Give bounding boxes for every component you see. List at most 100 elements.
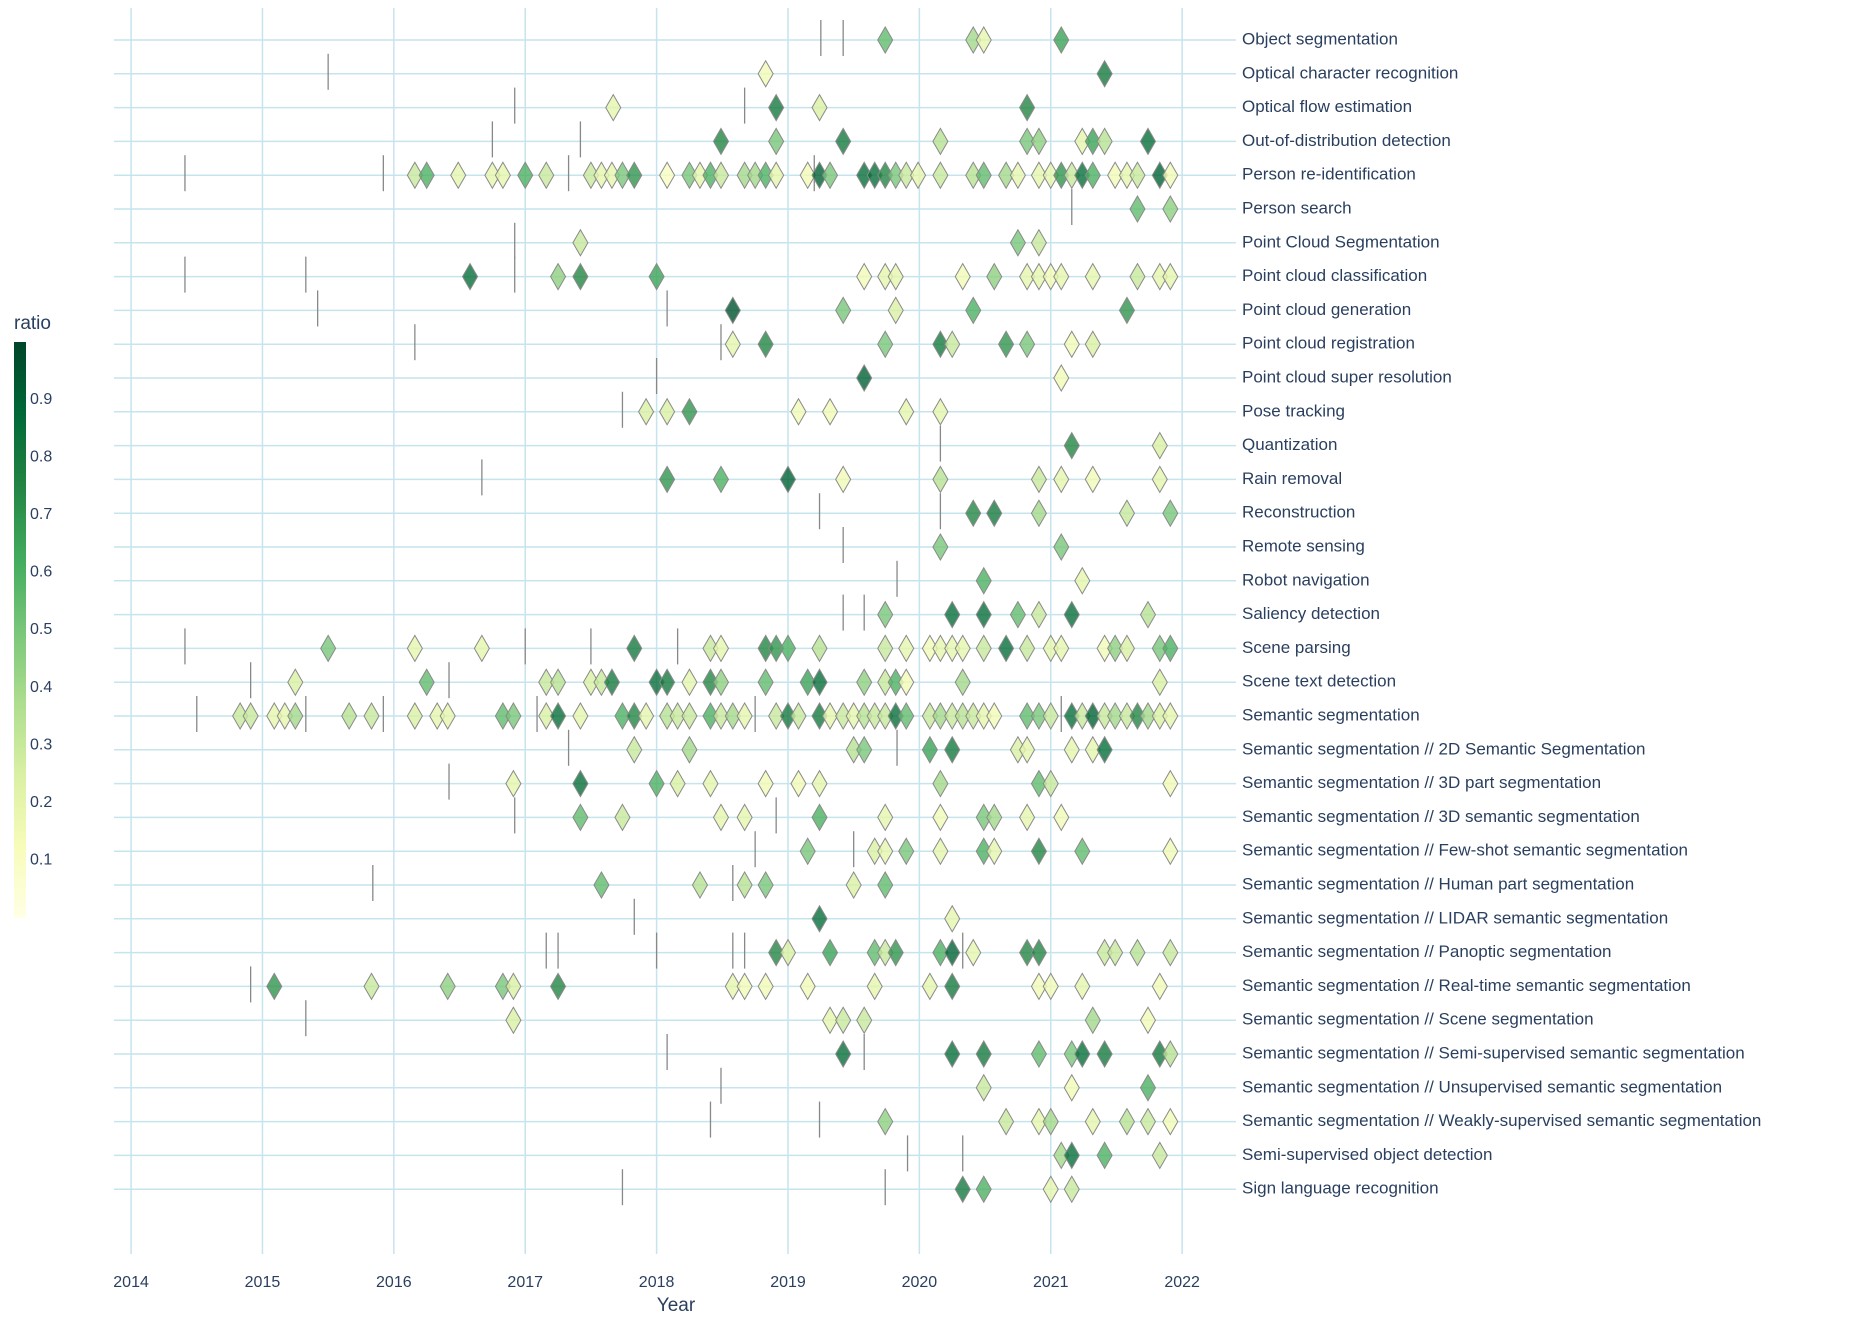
diamond-marker <box>998 330 1015 359</box>
diamond-marker <box>1009 228 1026 257</box>
diamond-marker <box>659 465 676 494</box>
colorbar-tick-label: 0.1 <box>30 852 52 869</box>
row-label: Scene text detection <box>1242 672 1396 691</box>
diamond-marker <box>659 161 676 190</box>
diamond-marker <box>1053 532 1070 562</box>
diamond-marker <box>648 769 665 798</box>
diamond-marker <box>811 769 828 798</box>
diamond-marker <box>659 668 676 697</box>
diamond-marker <box>1030 499 1048 528</box>
diamond-marker <box>1129 262 1146 291</box>
diamond-marker <box>626 701 643 731</box>
row-label: Semantic segmentation // LIDAR semantic … <box>1242 908 1668 927</box>
x-tick-label: 2022 <box>1164 1274 1200 1291</box>
diamond-marker <box>724 330 741 359</box>
row-label: Object segmentation <box>1242 29 1398 48</box>
diamond-marker <box>898 837 915 866</box>
marks <box>184 20 1179 1206</box>
diamond-marker <box>659 397 676 426</box>
diamond-marker <box>1129 938 1146 967</box>
diamond-marker <box>736 803 753 832</box>
colorbar-tick-label: 0.5 <box>30 621 52 638</box>
diamond-marker <box>821 161 839 190</box>
diamond-marker <box>845 870 862 900</box>
diamond-marker <box>975 1175 992 1204</box>
diamond-marker <box>975 634 992 663</box>
diamond-marker <box>932 532 949 562</box>
diamond-marker <box>1030 769 1048 798</box>
diamond-marker <box>1139 600 1157 629</box>
diamond-marker <box>505 769 522 798</box>
diamond-marker <box>790 397 807 426</box>
diamond-marker <box>418 161 435 190</box>
diamond-marker <box>724 296 741 325</box>
diamond-marker <box>821 1006 839 1035</box>
row-label: Semantic segmentation // 2D Semantic Seg… <box>1242 739 1646 758</box>
diamond-marker <box>975 1073 992 1102</box>
row-label: Saliency detection <box>1242 604 1380 623</box>
diamond-marker <box>1053 262 1070 291</box>
diamond-marker <box>287 668 304 697</box>
diamond-marker <box>712 127 730 156</box>
diamond-marker <box>614 803 631 832</box>
diamond-marker <box>986 803 1003 832</box>
diamond-marker <box>1162 634 1179 663</box>
diamond-marker <box>799 972 816 1001</box>
diamond-marker <box>811 803 828 832</box>
diamond-marker <box>1151 465 1168 494</box>
diamond-marker <box>549 701 567 731</box>
diamond-marker <box>1019 262 1036 291</box>
row-label: Optical flow estimation <box>1242 97 1412 116</box>
diamond-marker <box>572 262 589 291</box>
x-tick-label: 2017 <box>507 1274 543 1291</box>
diamond-marker <box>1107 938 1124 967</box>
diamond-marker <box>1118 499 1136 528</box>
diamond-marker <box>835 1006 852 1035</box>
colorbar-tick-label: 0.4 <box>30 679 52 696</box>
diamond-marker <box>1162 161 1179 190</box>
diamond-marker <box>1129 194 1146 224</box>
colorbar-tick-label: 0.8 <box>30 448 52 465</box>
diamond-marker <box>757 330 774 359</box>
diamond-marker <box>626 634 643 663</box>
diamond-marker <box>1019 701 1036 731</box>
diamond-marker <box>790 769 807 798</box>
diamond-marker <box>681 668 698 697</box>
diamond-marker <box>1053 363 1070 393</box>
diamond-marker <box>856 668 873 697</box>
diamond-marker <box>517 161 534 190</box>
diamond-marker <box>605 93 622 122</box>
diamond-marker <box>932 803 949 832</box>
diamond-marker <box>1030 972 1048 1001</box>
diamond-marker <box>1096 127 1113 156</box>
diamond-marker <box>320 634 337 663</box>
diamond-marker <box>932 127 949 156</box>
diamond-marker <box>898 634 915 663</box>
row-label: Remote sensing <box>1242 536 1365 555</box>
diamond-marker <box>1009 161 1026 190</box>
row-label: Semantic segmentation // Weakly-supervis… <box>1242 1111 1761 1130</box>
diamond-marker <box>835 296 852 325</box>
diamond-marker <box>932 634 949 663</box>
diamond-marker <box>932 397 949 426</box>
row-label: Semantic segmentation // 3D semantic seg… <box>1242 807 1640 826</box>
diamond-marker <box>835 1039 852 1069</box>
diamond-marker <box>757 59 774 88</box>
colorbar-title: ratio <box>14 313 51 334</box>
diamond-marker <box>986 499 1003 528</box>
diamond-marker <box>932 330 949 359</box>
x-tick-label: 2019 <box>770 1274 806 1291</box>
diamond-marker <box>821 397 839 426</box>
diamond-marker <box>1063 330 1080 359</box>
row-label: Pose tracking <box>1242 401 1345 420</box>
colorbar <box>14 342 26 918</box>
diamond-marker <box>768 161 785 190</box>
diamond-marker <box>898 668 915 697</box>
diamond-marker <box>1118 296 1136 325</box>
diamond-marker <box>1030 465 1048 494</box>
diamond-marker <box>877 1107 894 1136</box>
row-label: Quantization <box>1242 435 1337 454</box>
diamond-marker <box>638 701 655 731</box>
diamond-marker <box>1139 701 1157 731</box>
